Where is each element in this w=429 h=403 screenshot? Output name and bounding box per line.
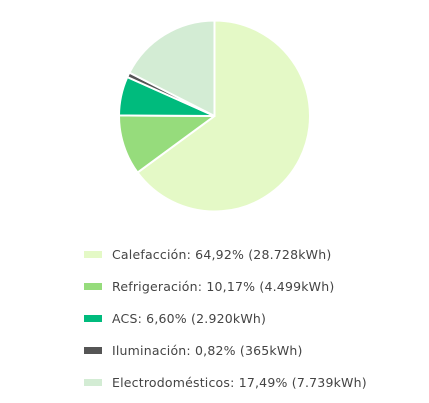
pie-slice-calefaccion[interactable] <box>136 19 311 213</box>
legend-label: Refrigeración: 10,17% (4.499kWh) <box>112 278 335 294</box>
pie-slice-electrodomesticos[interactable] <box>128 19 216 117</box>
legend-swatch <box>84 250 102 258</box>
legend-item-acs[interactable]: ACS: 6,60% (2.920kWh) <box>84 302 424 334</box>
legend: Calefacción: 64,92% (28.728kWh) Refriger… <box>84 238 424 398</box>
legend-item-calefaccion[interactable]: Calefacción: 64,92% (28.728kWh) <box>84 238 424 270</box>
legend-item-electrodomesticos[interactable]: Electrodomésticos: 17,49% (7.739kWh) <box>84 366 424 398</box>
legend-swatch <box>84 314 102 322</box>
legend-label: ACS: 6,60% (2.920kWh) <box>112 310 267 326</box>
legend-label: Calefacción: 64,92% (28.728kWh) <box>112 246 332 262</box>
legend-item-refrigeracion[interactable]: Refrigeración: 10,17% (4.499kWh) <box>84 270 424 302</box>
legend-swatch <box>84 282 102 290</box>
pie-chart <box>118 19 311 213</box>
legend-label: Electrodomésticos: 17,49% (7.739kWh) <box>112 374 367 390</box>
legend-swatch <box>84 378 102 386</box>
legend-swatch <box>84 346 102 354</box>
legend-item-iluminacion[interactable]: Iluminación: 0,82% (365kWh) <box>84 334 424 366</box>
legend-label: Iluminación: 0,82% (365kWh) <box>112 342 303 358</box>
